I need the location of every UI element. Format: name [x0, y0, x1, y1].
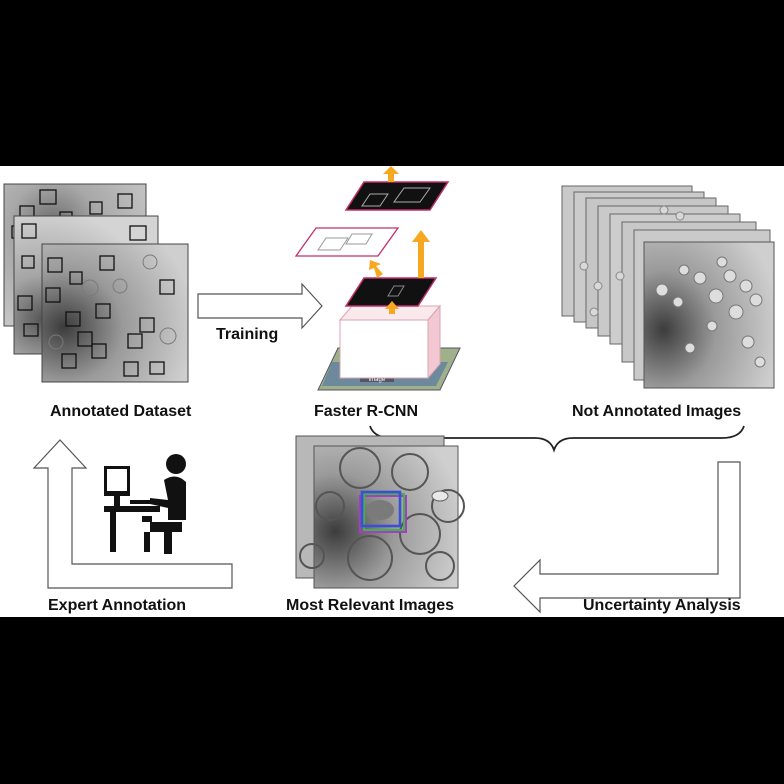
label-uncertainty-analysis: Uncertainty Analysis — [583, 597, 741, 614]
label-training: Training — [216, 326, 279, 343]
label-expert-annotation: Expert Annotation — [48, 597, 187, 614]
not-annotated-images-stack — [561, 185, 775, 389]
label-not-annotated-images: Not Annotated Images — [572, 403, 742, 420]
person-at-computer-icon — [104, 454, 186, 554]
uncertainty-flow-arrow — [513, 461, 741, 614]
diagram-panel: image — [0, 166, 784, 617]
feature-map-top — [344, 181, 450, 211]
expert-annotation-arrow — [32, 439, 233, 589]
label-most-relevant-images: Most Relevant Images — [286, 597, 455, 614]
annotated-image-front — [41, 243, 189, 383]
faster-rcnn-illustration: image — [294, 166, 461, 391]
training-arrow — [197, 282, 323, 330]
image-tag: image — [369, 377, 386, 383]
conv-box — [338, 304, 442, 380]
label-annotated-dataset: Annotated Dataset — [50, 403, 192, 420]
detection-boxes — [359, 490, 407, 533]
orange-arrows — [369, 166, 430, 314]
label-faster-rcnn: Faster R-CNN — [314, 403, 419, 420]
most-relevant-images-stack — [295, 435, 465, 589]
feature-map-lower — [344, 277, 438, 307]
annotated-dataset-stack — [3, 183, 189, 383]
